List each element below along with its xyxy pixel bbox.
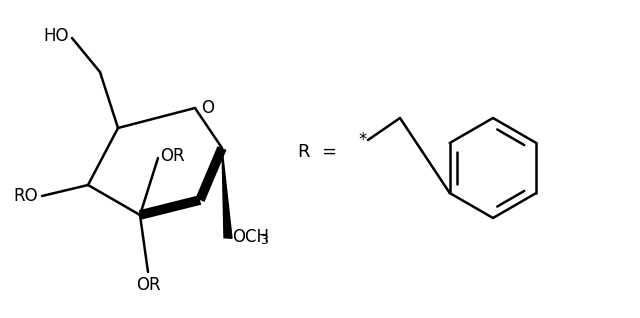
Text: 3: 3 <box>260 234 268 247</box>
Text: *: * <box>359 131 367 149</box>
Text: OR: OR <box>136 276 160 294</box>
Text: R  =: R = <box>298 143 337 161</box>
Text: HO: HO <box>44 27 69 45</box>
Text: OR: OR <box>160 147 184 165</box>
Text: RO: RO <box>13 187 38 205</box>
Text: O: O <box>201 99 214 117</box>
Text: OCH: OCH <box>232 228 269 246</box>
Polygon shape <box>222 148 232 238</box>
